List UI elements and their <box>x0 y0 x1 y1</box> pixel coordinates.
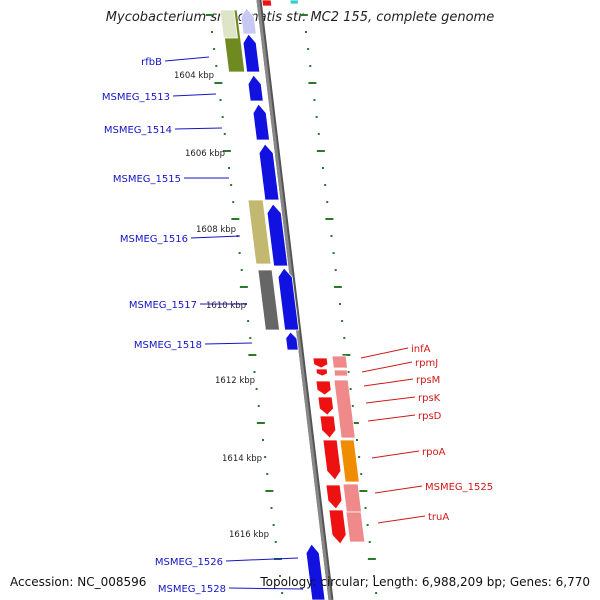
accession-text: Accession: NC_008596 <box>10 575 147 589</box>
leader-line <box>361 361 413 373</box>
gene-truA <box>328 509 347 545</box>
gene-label-rpsD: rpsD <box>418 411 442 422</box>
kbp-label: 1606 kbp <box>185 149 225 159</box>
leader-line <box>225 557 299 562</box>
gene-label-rpmJ: rpmJ <box>415 358 438 369</box>
gene-features <box>219 0 366 600</box>
leader-line <box>228 587 304 590</box>
leader-line <box>190 235 241 239</box>
gene-MSMEG_1516b <box>266 203 289 267</box>
gene-rpoA-shade <box>339 439 360 483</box>
gene-MSMEG_1526 <box>305 543 326 600</box>
gene-label-MSMEG_1514: MSMEG_1514 <box>104 125 172 136</box>
gene-rpoA <box>322 439 342 481</box>
gene-top-fragment <box>261 0 273 7</box>
gene-infA <box>312 357 329 369</box>
leader-line <box>363 378 414 387</box>
kbp-label: 1612 kbp <box>215 376 255 386</box>
gene-rpsM <box>315 380 332 396</box>
gene-rpsK <box>317 396 334 416</box>
gene-MSMEG_1517b <box>277 267 300 331</box>
gene-MSMEG_1513 <box>242 33 261 73</box>
leader-line <box>374 485 423 494</box>
genome-summary-text: Topology: circular; Length: 6,988,209 bp… <box>260 575 590 589</box>
gene-MSMEG_1513b <box>247 74 264 102</box>
leader-line <box>360 347 409 359</box>
gene-rpsD <box>319 415 337 439</box>
kbp-label: 1604 kbp <box>174 71 214 81</box>
gene-MSMEG_1517 <box>257 269 280 331</box>
gene-label-MSMEG_1518: MSMEG_1518 <box>134 340 202 351</box>
gene-label-rpsK: rpsK <box>418 393 441 404</box>
gene-MSMEG_1516 <box>247 199 272 265</box>
gene-label-rpoA: rpoA <box>422 447 446 458</box>
gene-rfbB-shade <box>219 9 238 39</box>
gene-label-MSMEG_1516: MSMEG_1516 <box>120 234 188 245</box>
gene-feature <box>240 7 257 35</box>
leader-line <box>204 342 253 345</box>
leader-line <box>164 56 210 62</box>
map-title: Mycobacterium smegmatis str. MC2 155, co… <box>105 10 495 25</box>
leader-line <box>377 515 426 524</box>
gene-label-MSMEG_1517: MSMEG_1517 <box>129 300 197 311</box>
gene-label-MSMEG_1513: MSMEG_1513 <box>102 92 170 103</box>
gene-rpmJ-shade <box>333 369 349 377</box>
gene-label-truA: truA <box>428 512 449 523</box>
kbp-label: 1608 kbp <box>196 225 236 235</box>
gene-MSMEG_1525-shade <box>342 483 362 513</box>
gene-label-MSMEG_1528: MSMEG_1528 <box>158 584 226 595</box>
gene-label-MSMEG_1525: MSMEG_1525 <box>425 482 493 493</box>
kbp-label: 1614 kbp <box>222 454 262 464</box>
leader-line <box>367 414 416 422</box>
gene-labels: 1604 kbp 1606 kbp 1608 kbp 1610 kbp 1612 kbp… <box>102 56 493 595</box>
gene-label-rpsM: rpsM <box>416 375 440 386</box>
gene-label-MSMEG_1515: MSMEG_1515 <box>113 174 181 185</box>
gene-rpmJ <box>315 368 329 377</box>
gene-label-rfbB: rfbB <box>141 57 162 68</box>
gene-label-MSMEG_1526: MSMEG_1526 <box>155 557 223 568</box>
gene-top-fragment <box>289 0 299 5</box>
gene-truA-shade <box>345 511 366 543</box>
leader-line <box>365 396 416 404</box>
gene-MSMEG_1514 <box>252 103 270 141</box>
gene-label-infA: infA <box>411 344 431 355</box>
kbp-label: 1610 kbp <box>206 301 246 311</box>
gene-infA-shade <box>331 355 348 369</box>
gene-MSMEG_1518 <box>285 331 299 351</box>
leader-line <box>371 450 420 459</box>
gene-rpsK-shade <box>333 379 356 439</box>
leader-line <box>174 127 223 130</box>
tick-track <box>205 14 378 594</box>
leader-line <box>172 93 217 97</box>
gene-MSMEG_1515 <box>258 143 280 201</box>
kbp-label: 1616 kbp <box>229 530 269 540</box>
gene-MSMEG_1525 <box>325 484 343 510</box>
